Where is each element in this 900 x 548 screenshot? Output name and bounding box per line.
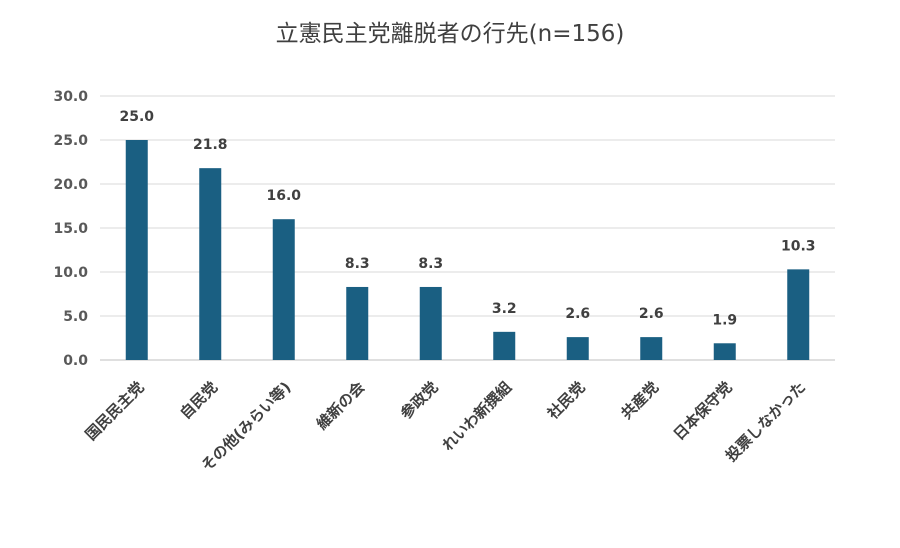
data-label: 16.0 bbox=[266, 188, 301, 204]
bars bbox=[125, 140, 810, 360]
bar bbox=[493, 331, 516, 360]
x-tick-label: 参政党 bbox=[397, 378, 442, 423]
y-tick-label: 0.0 bbox=[63, 353, 88, 369]
data-label: 1.9 bbox=[712, 312, 737, 328]
bar bbox=[713, 343, 736, 360]
x-tick-label: 社民党 bbox=[543, 378, 588, 423]
y-tick-label: 5.0 bbox=[63, 309, 88, 325]
x-tick-label: 共産党 bbox=[618, 378, 663, 423]
bar bbox=[419, 286, 442, 360]
data-label: 8.3 bbox=[345, 256, 370, 272]
y-tick-label: 30.0 bbox=[53, 89, 88, 105]
x-tick-label: 日本保守党 bbox=[670, 378, 736, 444]
bar bbox=[787, 269, 810, 360]
bar bbox=[125, 140, 148, 360]
y-tick-label: 15.0 bbox=[53, 221, 88, 237]
data-label: 2.6 bbox=[639, 306, 664, 322]
data-label: 25.0 bbox=[119, 109, 154, 125]
x-tick-label: 維新の会 bbox=[313, 378, 368, 433]
data-label: 2.6 bbox=[565, 306, 590, 322]
x-tick-label: 国民民主党 bbox=[82, 378, 148, 444]
data-label: 8.3 bbox=[418, 256, 443, 272]
gridlines bbox=[100, 95, 835, 361]
y-axis: 0.0 5.0 10.0 15.0 20.0 25.0 30.0 bbox=[53, 89, 88, 369]
x-tick-label: れいわ新撰組 bbox=[439, 378, 515, 454]
bar bbox=[346, 286, 369, 360]
bar bbox=[566, 337, 589, 360]
data-label: 10.3 bbox=[781, 238, 816, 254]
chart-title: 立憲民主党離脱者の行先(n=156) bbox=[275, 21, 625, 47]
data-label: 3.2 bbox=[492, 301, 517, 317]
data-label: 21.8 bbox=[193, 137, 228, 153]
bar bbox=[199, 168, 222, 360]
bar bbox=[272, 219, 295, 360]
x-tick-label: 自民党 bbox=[177, 378, 222, 423]
data-labels: 25.0 21.8 16.0 8.3 8.3 3.2 2.6 2.6 1.9 10.3 bbox=[119, 109, 815, 328]
y-tick-label: 25.0 bbox=[53, 133, 88, 149]
bar bbox=[640, 337, 663, 360]
y-tick-label: 20.0 bbox=[53, 177, 88, 193]
y-tick-label: 10.0 bbox=[53, 265, 88, 281]
